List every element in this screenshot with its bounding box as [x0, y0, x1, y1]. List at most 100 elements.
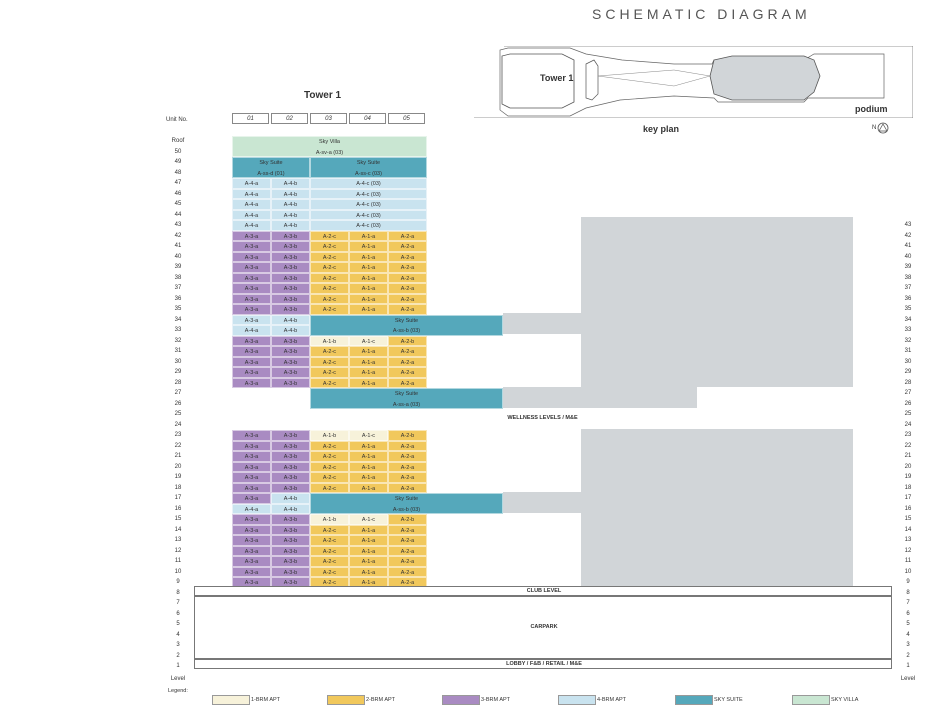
unit-cell: A-3-a: [232, 514, 271, 525]
level-label: 26: [904, 400, 912, 407]
level-label: 3: [906, 642, 910, 648]
unit-cell: A-4-b: [271, 188, 310, 199]
unit-cell: A-3-a: [232, 356, 271, 367]
unit-cell: A-3-a: [232, 262, 271, 273]
unit-no-label: Unit No.: [166, 117, 188, 123]
unit-cell: A-3-a: [232, 461, 271, 472]
unit-cell: A-3-a: [232, 545, 271, 556]
level-label: 27: [174, 390, 182, 396]
level-label: 4: [906, 631, 910, 638]
legend-swatch-skyvilla: [792, 695, 830, 705]
unit-cell: A-3-b: [271, 377, 310, 388]
legend-swatch-1brm: [212, 695, 250, 705]
level-label: 27: [904, 390, 912, 396]
unit-cell: A-4-b: [271, 325, 310, 336]
north-label: N: [872, 125, 877, 131]
level-label: Level: [900, 675, 916, 682]
level-label: 17: [174, 495, 182, 501]
legend-label-4brm: 4-BRM APT: [597, 697, 627, 703]
unit-cell-name: Sky Villa: [319, 139, 340, 145]
unit-cell: A-4-b: [271, 503, 310, 514]
level-label: 39: [904, 264, 912, 270]
sky-suite-block: Sky Suite A-ss-c (03): [310, 157, 427, 178]
unit-cell: A-3-b: [271, 545, 310, 556]
lobby-label: LOBBY / F&B / RETAIL / M&E: [506, 661, 582, 667]
legend-label-1brm: 1-BRM APT: [251, 697, 281, 703]
unit-cell: A-1-a: [349, 440, 388, 451]
unit-cell: A-2-a: [388, 262, 427, 273]
legend-title: Legend:: [168, 688, 188, 694]
level-label: 4: [176, 631, 180, 638]
level-label: 24: [904, 421, 912, 428]
level-label: 45: [174, 201, 182, 207]
unit-cell: A-3-b: [271, 430, 310, 441]
level-label: 47: [174, 180, 182, 186]
level-label: 2: [906, 652, 910, 659]
unit-cell: A-1-a: [349, 482, 388, 493]
unit-cell: A-2-c: [310, 304, 349, 315]
level-label: 19: [174, 474, 182, 480]
unit-cell: A-3-a: [232, 535, 271, 546]
unit-cell: A-1-c: [349, 514, 388, 525]
unit-cell-code: A-ss-b (03): [392, 506, 421, 513]
unit-cell: A-4-c (03): [310, 188, 427, 199]
unit-cell: A-1-c: [349, 430, 388, 441]
level-label: 35: [904, 306, 912, 312]
level-label: 14: [904, 526, 912, 533]
level-label: 42: [174, 232, 182, 239]
level-label: 10: [904, 568, 912, 575]
level-label: 29: [174, 369, 182, 375]
unit-cell: A-1-a: [349, 461, 388, 472]
unit-cell: A-2-a: [388, 451, 427, 462]
legend-label-skyvilla: SKY VILLA: [831, 697, 859, 703]
unit-cell: A-3-b: [271, 514, 310, 525]
unit-cell: A-3-b: [271, 293, 310, 304]
unit-cell: A-1-a: [349, 283, 388, 294]
unit-cell: A-2-a: [388, 566, 427, 577]
level-label: 15: [904, 516, 912, 522]
level-label: 9: [906, 579, 910, 585]
level-label: 32: [174, 337, 182, 344]
level-label: 36: [904, 295, 912, 302]
level-label: 35: [174, 306, 182, 312]
level-label: Roof: [171, 138, 185, 144]
tower-title: Tower 1: [304, 90, 342, 101]
unit-cell: A-2-a: [388, 377, 427, 388]
unit-cell-code: A-ss-a (03): [392, 401, 421, 408]
unit-cell-name: Sky Suite: [259, 160, 283, 166]
level-label: 5: [906, 621, 910, 627]
level-label: 41: [904, 243, 912, 249]
carpark-label: CARPARK: [530, 624, 558, 630]
unit-cell: A-1-a: [349, 367, 388, 378]
unit-cell: A-4-b: [271, 314, 310, 325]
unit-cell: A-4-b: [271, 178, 310, 189]
level-label: 15: [174, 516, 182, 522]
unit-cell: A-1-a: [349, 545, 388, 556]
unit-cell: A-2-c: [310, 545, 349, 556]
level-label: 11: [904, 558, 912, 564]
level-label: 5: [176, 621, 180, 627]
north-arrow: N: [872, 122, 889, 134]
unit-cell: A-3-b: [271, 262, 310, 273]
unit-cell: A-1-a: [349, 304, 388, 315]
unit-cell: A-3-b: [271, 566, 310, 577]
legend-swatch-skysuite: [675, 695, 713, 705]
page-title: SCHEMATIC DIAGRAM: [592, 6, 811, 22]
legend-swatch-2brm: [327, 695, 365, 705]
unit-cell: A-2-c: [310, 293, 349, 304]
unit-cell: A-2-a: [388, 556, 427, 567]
level-label: 46: [174, 190, 182, 197]
unit-cell: A-2-c: [310, 283, 349, 294]
unit-cell: A-1-b: [310, 430, 349, 441]
unit-header-01: 01: [232, 113, 269, 124]
unit-cell: A-2-c: [310, 356, 349, 367]
legend-swatch-3brm: [442, 695, 480, 705]
level-label: 25: [174, 411, 182, 417]
unit-cell-name: Sky Suite: [394, 496, 419, 502]
unit-cell: A-1-a: [349, 451, 388, 462]
level-label: 6: [906, 610, 910, 617]
legend-swatch-4brm: [558, 695, 596, 705]
level-label: 1: [176, 663, 180, 669]
unit-cell: A-2-a: [388, 251, 427, 262]
unit-cell: A-2-c: [310, 377, 349, 388]
